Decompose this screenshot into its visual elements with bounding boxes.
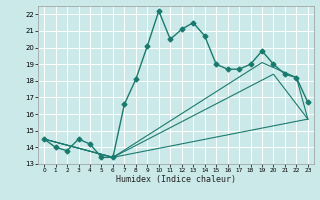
X-axis label: Humidex (Indice chaleur): Humidex (Indice chaleur) — [116, 175, 236, 184]
